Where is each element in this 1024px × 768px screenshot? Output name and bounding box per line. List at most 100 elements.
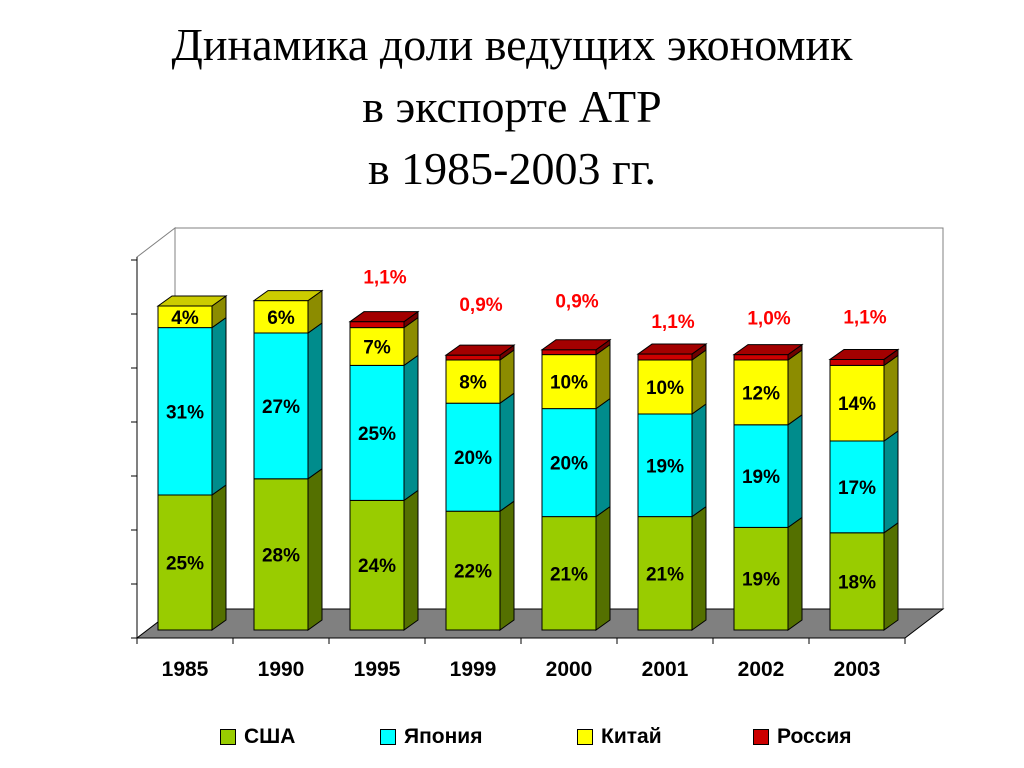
chart-data-labels: 25% 31% 4% 28% 27% 6% 24% 25% 7% 1,1% 22% 20% 8% 0,9%… [166, 268, 887, 594]
bar-front-face [253, 300, 309, 334]
bar-front-face [829, 532, 885, 631]
data-label-1995-2: 7% [363, 338, 391, 359]
bar-side-face [787, 516, 803, 631]
bar-top-face-1985 [156, 295, 228, 307]
data-label-1999-2: 8% [459, 373, 487, 394]
bar-front-face [541, 516, 597, 631]
bar-top-face-2000 [540, 339, 612, 351]
x-tick-label-1995: 1995 [354, 658, 401, 681]
chart-x-tick-labels: 1985 1990 1995 1999 2000 2001 2002 2003 [162, 658, 881, 681]
x-tick-label-1985: 1985 [162, 658, 209, 681]
data-label-1990-0: 28% [262, 545, 300, 566]
bar-segment-2003-0 [829, 521, 899, 631]
data-label-1990-2: 6% [267, 308, 295, 329]
chart-bars [156, 289, 900, 631]
bar-front-face [637, 516, 693, 631]
legend-label: США [244, 725, 296, 748]
slide-title: Динамика доли ведущих экономик в экспорт… [0, 14, 1024, 200]
data-label-1999-3: 0,9% [459, 295, 502, 316]
bar-front-face [637, 413, 693, 518]
bar-front-face [733, 424, 789, 528]
bar-segment-2003-1 [829, 430, 899, 534]
legend-swatch [577, 729, 593, 745]
legend-swatch [753, 729, 769, 745]
data-label-2000-3: 0,9% [555, 292, 598, 313]
bar-front-face [445, 402, 501, 512]
data-label-2000-2: 10% [550, 373, 588, 394]
bar-side-face [691, 349, 707, 415]
data-label-2001-1: 19% [646, 456, 684, 477]
data-label-1995-3: 1,1% [363, 268, 406, 289]
data-label-2001-2: 10% [646, 378, 684, 399]
bar-segment-2001-0 [637, 505, 707, 631]
bar-side-face [787, 349, 803, 426]
data-label-2002-0: 19% [742, 570, 780, 591]
bar-segment-2002-1 [733, 413, 803, 529]
bar-side-face [883, 521, 899, 631]
bar-side-face [883, 354, 899, 442]
data-label-2000-1: 20% [550, 454, 588, 475]
bar-segment-2000-2 [541, 343, 611, 410]
bar-front-face [253, 332, 309, 480]
bar-front-face [829, 440, 885, 534]
bar-side-face [595, 343, 611, 410]
bar-top-face-1999 [444, 344, 516, 356]
x-tick-label-2003: 2003 [834, 658, 881, 681]
bar-side-face [787, 413, 803, 529]
x-tick-label-1990: 1990 [258, 658, 305, 681]
bar-front-face [445, 510, 501, 631]
bar-front-face [829, 364, 885, 442]
bar-segment-1995-1 [349, 354, 419, 502]
bar-segment-1990-2 [253, 289, 323, 334]
bar-top-face-2001 [636, 343, 708, 355]
bar-front-face [349, 364, 405, 501]
bar-side-face [211, 316, 227, 496]
bar-side-face [691, 403, 707, 518]
x-tick-label-2002: 2002 [738, 658, 785, 681]
legend-item: Япония [380, 722, 482, 752]
title-line-3: в 1985-2003 гг. [367, 143, 657, 194]
bar-segment-2000-0 [541, 505, 611, 631]
x-tick-label-2000: 2000 [546, 658, 593, 681]
data-label-2000-0: 21% [550, 564, 588, 585]
bar-segment-1990-1 [253, 322, 323, 480]
bar-front-face [157, 494, 213, 631]
legend-item: США [220, 722, 295, 752]
bar-side-face [595, 505, 611, 631]
data-label-1995-1: 25% [358, 424, 396, 445]
data-label-1990-1: 27% [262, 397, 300, 418]
data-label-2002-2: 12% [742, 383, 780, 404]
data-label-2003-2: 14% [838, 394, 876, 415]
bar-segment-1990-0 [253, 467, 323, 631]
bar-segment-1999-0 [445, 500, 515, 631]
bar-side-face [211, 484, 227, 631]
bar-segment-2001-2 [637, 349, 707, 415]
data-label-1985-0: 25% [166, 554, 204, 575]
bar-front-face [349, 321, 405, 329]
bar-segment-1995-2 [349, 316, 419, 367]
bar-segment-2003-2 [829, 354, 899, 442]
title-line-1: Динамика доли ведущих экономик [171, 19, 853, 70]
bar-segment-2001-1 [637, 403, 707, 518]
legend-swatch [220, 729, 236, 745]
chart-legend: США Япония Китай Россия [0, 722, 1024, 752]
bar-side-face [499, 500, 515, 631]
data-label-2003-1: 17% [838, 478, 876, 499]
data-label-2003-3: 1,1% [843, 307, 886, 328]
bar-top-face-1995 [348, 311, 420, 323]
bar-side-face [883, 430, 899, 534]
data-label-2001-3: 1,1% [651, 312, 694, 333]
bar-front-face [733, 354, 789, 361]
bar-front-face [637, 359, 693, 415]
legend-item: Россия [753, 722, 852, 752]
data-label-2002-1: 19% [742, 467, 780, 488]
bar-top-face-2002 [732, 344, 804, 356]
bar-segment-1985-0 [157, 484, 227, 631]
bar-side-face [595, 397, 611, 518]
data-label-1985-2: 4% [171, 308, 199, 329]
bar-front-face [349, 327, 405, 366]
data-label-1999-1: 20% [454, 448, 492, 469]
data-label-1999-0: 22% [454, 562, 492, 583]
